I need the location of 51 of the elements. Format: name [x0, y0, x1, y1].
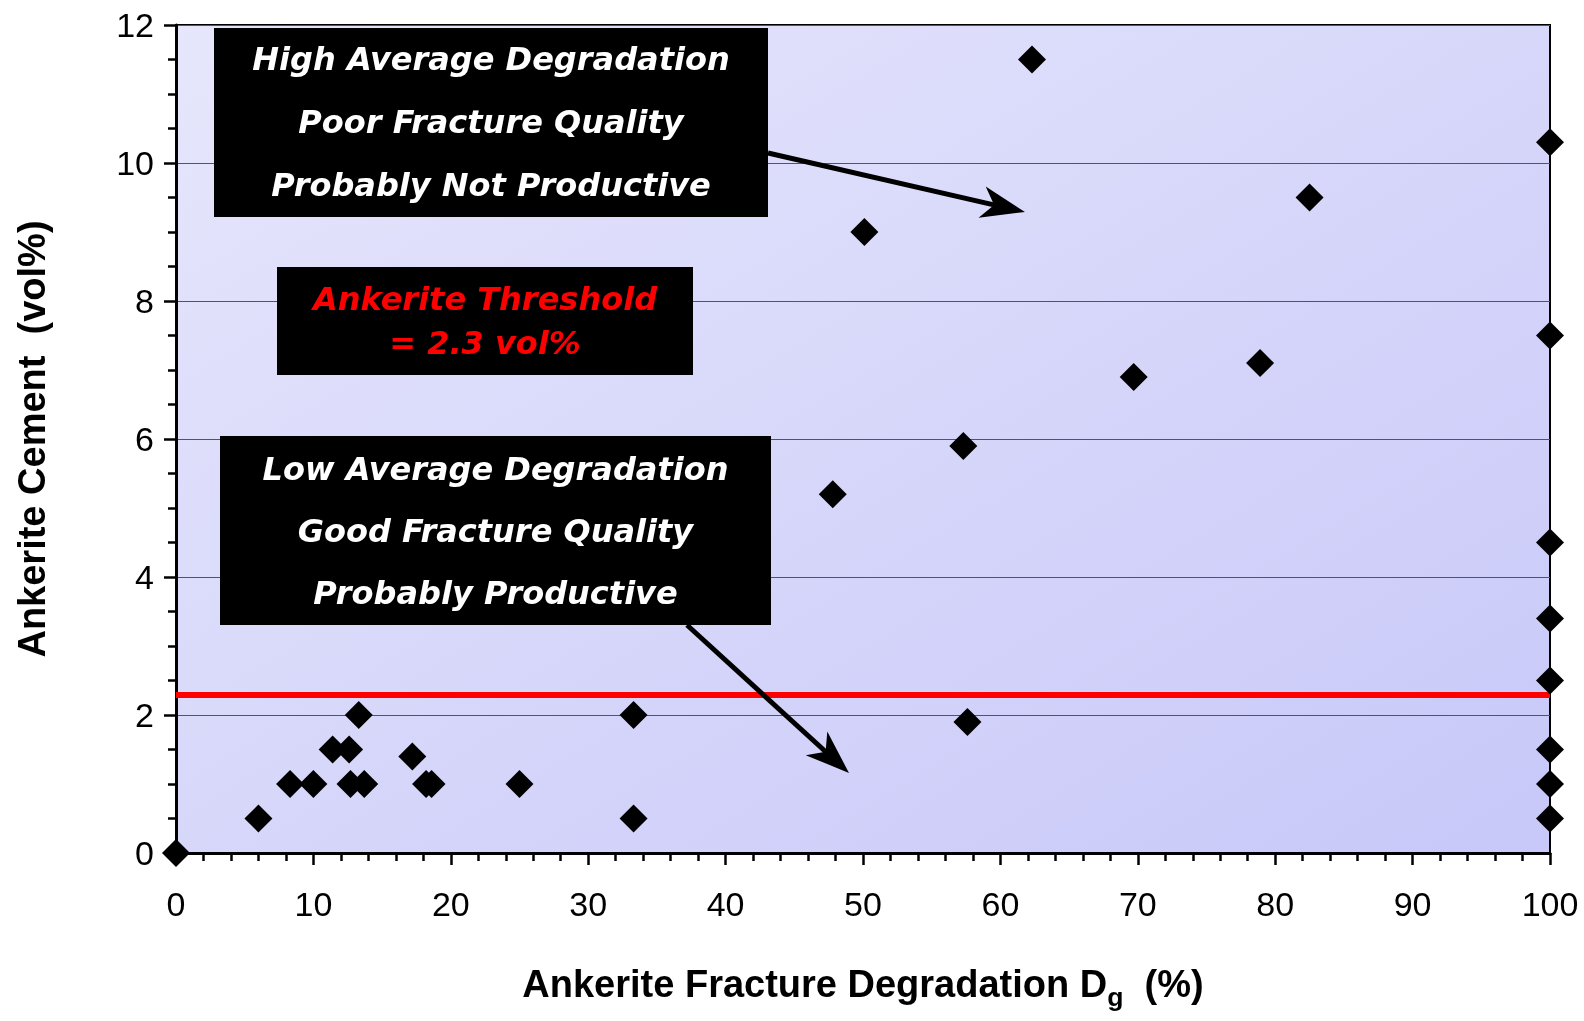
- y-tick-label: 4: [135, 558, 154, 596]
- point: [949, 431, 978, 460]
- point: [162, 839, 190, 867]
- ref-line-label: Ankerite Threshold = 2.3 vol%: [312, 279, 658, 364]
- point: [1536, 804, 1564, 833]
- point: [1295, 183, 1324, 212]
- y-axis-title: Ankerite Cement (vol%): [11, 220, 54, 658]
- y-tick-label: 0: [135, 834, 154, 872]
- point: [1119, 362, 1148, 391]
- point: [244, 804, 273, 833]
- point: [1536, 735, 1564, 764]
- point: [953, 707, 982, 736]
- point: [1536, 666, 1564, 695]
- x-tick-label: 80: [1256, 885, 1295, 923]
- point: [1018, 45, 1046, 74]
- point: [276, 770, 305, 798]
- point: [1246, 349, 1275, 378]
- x-tick-label: 20: [431, 885, 470, 923]
- x-tick-label: 90: [1393, 885, 1432, 923]
- point: [850, 218, 879, 246]
- point: [299, 770, 328, 798]
- x-tick-label: 30: [569, 885, 608, 923]
- point: [344, 701, 373, 729]
- annotation: Low Average Degradation Good Fracture Quality Probably Productive: [262, 448, 729, 614]
- x-tick-label: 40: [706, 885, 745, 923]
- point: [619, 701, 648, 729]
- point: [398, 742, 427, 771]
- x-tick-label: 10: [294, 885, 333, 923]
- x-tick-label: 70: [1118, 885, 1157, 923]
- x-tick-label: 0: [166, 885, 186, 923]
- label-box: Low Average Degradation Good Fracture Quality Probably Productive: [220, 436, 771, 625]
- point: [1536, 604, 1564, 633]
- point: [505, 770, 534, 798]
- y-tick-label: 10: [116, 144, 154, 182]
- point: [1536, 128, 1564, 157]
- annotation: High Average Degradation Poor Fracture Quality Probably Not Productive: [252, 39, 730, 206]
- x-tick-label: 50: [844, 885, 882, 923]
- x-tick-label: 60: [981, 885, 1020, 923]
- point: [1536, 770, 1564, 798]
- x-tick-label: 100: [1521, 885, 1579, 923]
- label-box: High Average Degradation Poor Fracture Quality Probably Not Productive: [214, 28, 768, 217]
- point: [1536, 528, 1564, 557]
- point: [1536, 321, 1564, 350]
- point: [619, 804, 648, 833]
- y-tick-label: 6: [135, 420, 154, 458]
- x-axis-title: Ankerite Fracture Degradation D$_{g}$ (%): [522, 963, 1204, 1012]
- point: [818, 480, 847, 509]
- y-tick-label: 8: [135, 282, 154, 320]
- y-tick-label: 2: [135, 696, 154, 734]
- y-tick-label: 12: [116, 6, 154, 44]
- label-box: Ankerite Threshold = 2.3 vol%: [277, 267, 693, 375]
